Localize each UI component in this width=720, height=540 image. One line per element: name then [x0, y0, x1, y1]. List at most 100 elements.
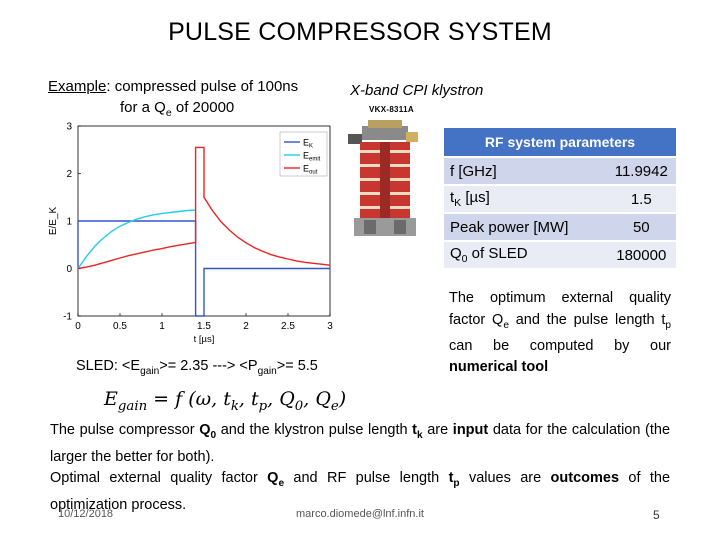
legend-entry: Eemit [303, 151, 321, 163]
body-bold-q0: Q [199, 422, 211, 438]
table-row: tK [µs] 1.5 [444, 186, 676, 212]
formula-end: ) [338, 388, 347, 410]
body-sub: e [278, 478, 285, 490]
legend-entry: Eout [303, 164, 318, 176]
x-tick-label: 0 [75, 321, 81, 332]
param-name: Q0 of SLED [444, 242, 607, 268]
klystron-caption: X-band CPI klystron [350, 82, 484, 99]
body-sub: 0 [210, 429, 217, 441]
sled-mid: >= 2.35 ---> <P [159, 358, 258, 374]
body-paragraph: The pulse compressor Q0 and the klystron… [50, 420, 670, 517]
x-tick-label: 2 [243, 321, 249, 332]
example-caption: Example: compressed pulse of 100ns for a… [48, 76, 333, 124]
klystron-model: VKX-8311A [369, 105, 414, 114]
param-tail: [µs] [461, 189, 490, 206]
formula-mid-1: , t [238, 388, 259, 410]
param-value: 180000 [606, 242, 676, 268]
example-line1: : compressed pulse of 100ns [106, 78, 299, 95]
param-value: 50 [606, 214, 676, 240]
optimum-bold: numerical tool [449, 359, 549, 376]
x-tick-label: 2.5 [281, 321, 295, 332]
body-text-part: and the klystron pulse length [216, 422, 413, 438]
body-text-part: of the optimization process. [50, 470, 671, 513]
body-text-part: are [422, 422, 453, 438]
example-label: Example [48, 78, 107, 95]
optimum-text-3: can be computed by our [449, 337, 671, 354]
rf-parameters-table: RF system parameters f [GHz] 11.9942 tK … [444, 126, 676, 270]
body-text-part: The pulse compressor [50, 422, 200, 438]
body-bold-tp: t [448, 470, 454, 487]
param-value: 1.5 [606, 186, 676, 212]
formula-rhs: = f (ω, t [147, 388, 231, 410]
optimum-note: The optimum external quality factor Qe a… [449, 288, 671, 379]
y-tick-label: 2 [66, 169, 72, 180]
footer-email: marco.diomede@lnf.infn.it [296, 508, 424, 520]
param-main: t [450, 189, 455, 206]
x-tick-label: 1 [159, 321, 165, 332]
y-tick-label: -1 [63, 312, 72, 323]
param-name: Peak power [MW] [444, 214, 607, 240]
param-tail: of SLED [467, 245, 528, 262]
y-tick-label: 0 [66, 264, 72, 275]
table-row: f [GHz] 11.9942 [444, 158, 676, 184]
table-row: Peak power [MW] 50 [444, 214, 676, 240]
formula-mid-3: , Q [303, 388, 331, 410]
param-value: 11.9942 [606, 158, 676, 184]
page-number: 5 [653, 508, 660, 522]
page-title: PULSE COMPRESSOR SYSTEM [168, 18, 552, 46]
egain-formula: Egain = f (ω, tk, tp, Q0, Qe) [104, 388, 346, 414]
formula-sub-4: e [330, 398, 339, 414]
formula-mid-2: , Q [267, 388, 295, 410]
optimum-sub-1: e [503, 319, 509, 331]
param-main: Q [450, 245, 462, 262]
body-sub: p [453, 478, 460, 490]
y-axis-label: E/E_K [48, 207, 59, 236]
optimum-sub-2: p [665, 319, 671, 331]
body-bold-outcomes: outcomes [550, 470, 620, 487]
body-bold-input: input [452, 422, 489, 438]
x-tick-label: 1.5 [197, 321, 211, 332]
formula-sub-1: k [230, 398, 239, 414]
body-text-part: values are [459, 470, 551, 487]
body-text-part: data for the calculation (the larger the… [50, 422, 671, 465]
x-axis-label: t [µs] [194, 334, 215, 345]
example-line2-sub: e [165, 107, 172, 119]
optimum-text-2: and the pulse length t [508, 311, 666, 328]
optimum-text-1: The optimum external quality factor Q [449, 290, 671, 328]
legend-entry: EK [303, 138, 313, 150]
param-main: Peak power [MW] [450, 218, 569, 236]
klystron-image [348, 120, 418, 236]
body-bold-tk: t [412, 422, 417, 438]
formula-sub-2: p [258, 398, 268, 414]
table-row: Q0 of SLED 180000 [444, 242, 676, 268]
param-name: tK [µs] [444, 186, 607, 212]
formula-lhs-sub: gain [117, 398, 148, 414]
param-name: f [GHz] [444, 158, 607, 184]
body-sub: k [417, 429, 423, 441]
sled-sub-1: gain [140, 365, 160, 377]
sled-suffix: >= 5.5 [276, 358, 318, 374]
sled-prefix: SLED: <E [76, 358, 141, 374]
y-tick-label: 3 [66, 122, 72, 133]
example-line2-prefix: for a Q [120, 99, 166, 116]
body-bold-qe: Q [267, 470, 279, 487]
x-tick-label: 0.5 [113, 321, 127, 332]
series-line-3 [77, 146, 331, 270]
param-sub: 0 [461, 253, 468, 265]
y-tick-label: 1 [66, 217, 72, 228]
formula-sub-3: 0 [294, 398, 304, 414]
rf-table-header: RF system parameters [444, 128, 676, 156]
sled-sub-2: gain [257, 365, 277, 377]
sled-gain-note: SLED: <Egain>= 2.35 ---> <Pgain>= 5.5 [76, 358, 318, 377]
formula-lhs: E [104, 388, 118, 410]
series-line-1 [77, 220, 330, 317]
x-tick-label: 3 [327, 321, 333, 332]
example-line2-suffix: of 20000 [171, 99, 235, 116]
param-sub: K [454, 197, 462, 209]
body-text-part: Optimal external quality factor [50, 470, 268, 487]
series-line-2 [77, 209, 196, 269]
body-text-part: and RF pulse length [284, 470, 449, 487]
param-main: f [GHz] [450, 162, 497, 180]
footer-date: 10/12/2018 [58, 508, 114, 520]
